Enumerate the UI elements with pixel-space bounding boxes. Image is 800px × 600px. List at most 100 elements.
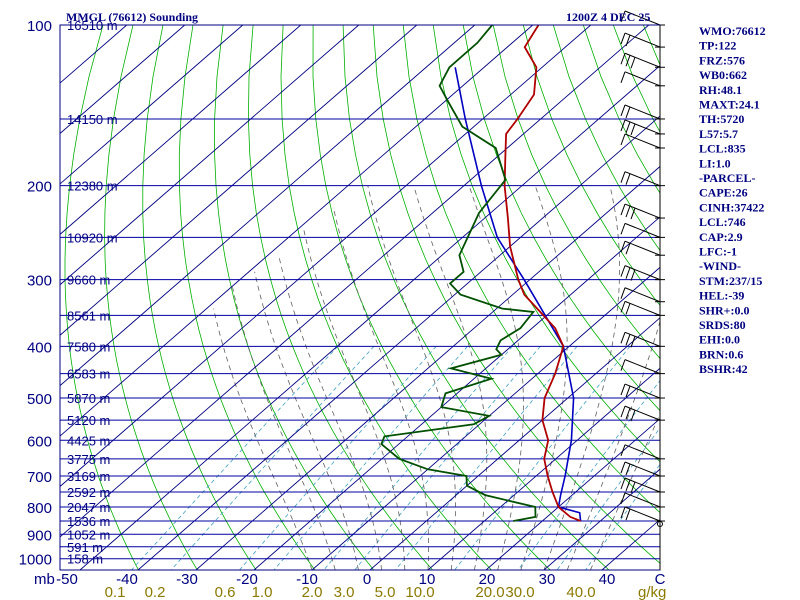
wind-barb-shaft: [624, 265, 661, 281]
dry-adiabat-line: [402, 25, 660, 514]
mixing-ratio-tick-label: 30.0: [505, 584, 534, 600]
wind-barb: [620, 287, 665, 303]
moist-adiabat-line: [254, 271, 359, 570]
pressure-tick-label: 700: [27, 469, 52, 486]
mixing-ratio-tick-label: 0.6: [215, 584, 236, 600]
stat-item: SHR+:0.0: [699, 303, 750, 317]
isotherm-line: [543, 468, 660, 570]
wind-barb-feather: [620, 133, 626, 146]
isotherm-line: [60, 25, 302, 235]
isotherm-line: [427, 367, 660, 570]
temperature-tick-label: -10: [296, 571, 318, 588]
height-label: 2047 m: [67, 500, 110, 515]
stat-item: -WIND-: [699, 259, 741, 273]
wind-barb-feather: [625, 385, 631, 398]
wind-barb: [620, 71, 665, 87]
height-label: 158 m: [67, 552, 103, 567]
pressure-tick-label: 200: [27, 179, 52, 196]
wind-barb-feather: [620, 71, 626, 83]
wind-barb-feather: [625, 303, 631, 315]
height-label: 2592 m: [67, 485, 110, 500]
stat-item: SRDS:80: [699, 318, 746, 332]
moist-adiabat-line: [468, 185, 524, 570]
mixing-ratio-tick-label: 40.0: [566, 584, 595, 600]
isotherm-line: [485, 418, 660, 570]
stat-item: RH:48.1: [699, 83, 742, 97]
isotherm-line: [60, 25, 186, 135]
wind-barb-shaft: [624, 444, 661, 460]
mixing-ratio-line: [454, 346, 631, 570]
wind-barb-feather: [630, 409, 636, 422]
dry-adiabat-line: [492, 25, 660, 360]
pressure-tick-label: 600: [27, 433, 52, 450]
wind-barb-feather: [620, 10, 626, 23]
wind-barb: [620, 171, 665, 187]
temperature-trace-line: [503, 25, 581, 522]
wind-barb-feather: [630, 269, 636, 281]
wind-barb: [620, 492, 665, 508]
dry-adiabat-line: [178, 25, 316, 570]
dry-adiabat-line: [462, 25, 660, 412]
wind-barb-feather: [620, 32, 626, 45]
isotherm-line: [60, 25, 244, 185]
pressure-tick-label: 1000: [19, 552, 52, 569]
wind-barb: [620, 506, 665, 522]
stat-item: WB0:662: [699, 68, 747, 82]
mixing-ratio-tick-label: 5.0: [375, 584, 396, 600]
mixing-ratio-line: [585, 463, 660, 570]
wind-barb-shaft: [624, 383, 661, 399]
wind-barb-feather: [620, 119, 626, 132]
temperature-tick-label: -20: [236, 571, 258, 588]
pressure-unit-label: mb: [34, 571, 55, 588]
wind-barb-feather: [620, 301, 626, 313]
wind-barb-shaft: [624, 203, 661, 219]
mixing-ratio-line: [556, 427, 660, 570]
wind-barb-shaft: [624, 506, 661, 522]
stat-item: CINH:37422: [699, 200, 764, 214]
wind-barb: [620, 32, 665, 48]
temperature-tick-label: -30: [176, 571, 198, 588]
pressure-tick-label: 500: [27, 391, 52, 408]
height-label: 4425 m: [67, 433, 110, 448]
isotherm-line: [195, 165, 660, 570]
dry-adiabat-line: [372, 25, 660, 564]
wind-barb: [620, 359, 665, 375]
stat-item: TP:122: [699, 39, 736, 53]
wind-barb-feather: [620, 241, 626, 253]
wind-barb-feather: [620, 405, 626, 418]
wind-barb-shaft: [624, 477, 661, 493]
wind-barb-feather: [620, 477, 626, 490]
moist-adiabat-line: [590, 413, 660, 570]
moist-adiabat-line: [303, 227, 406, 570]
wind-barb: [620, 300, 665, 316]
temperature-tick-label: 0: [363, 571, 371, 588]
wind-barb-feather: [620, 104, 626, 117]
mixing-ratio-line: [239, 346, 437, 570]
stat-item: L57:5.7: [699, 127, 738, 141]
wind-barb-feather: [620, 506, 626, 519]
wind-barb-feather: [625, 267, 631, 279]
dry-adiabat-line: [104, 25, 198, 570]
wind-barb-shaft: [624, 405, 661, 421]
isotherm-line: [60, 25, 418, 336]
wind-barb-feather: [625, 121, 631, 134]
dewpoint-trace-line: [380, 25, 537, 522]
stat-item: CAPE:26: [699, 186, 748, 200]
isotherm-line: [60, 25, 360, 286]
mixing-ratio-line: [323, 346, 513, 570]
mixing-ratio-tick-label: 0.1: [105, 584, 126, 600]
temperature-tick-label: 40: [599, 571, 616, 588]
wind-barb-feather: [625, 55, 631, 67]
wind-barb-shaft: [624, 104, 661, 120]
wind-barb-feather: [625, 407, 631, 420]
moist-adiabat-line: [333, 207, 430, 570]
moist-adiabat-line: [520, 185, 568, 570]
stat-item: CAP:2.9: [699, 230, 743, 244]
station-title: MMGL (76612) Sounding: [66, 10, 198, 24]
height-label: 10920 m: [67, 230, 118, 245]
moist-adiabat-line: [213, 308, 313, 570]
isotherm-line: [253, 216, 660, 570]
moist-adiabat-line: [367, 185, 456, 570]
wind-barb-shaft: [624, 171, 661, 187]
wind-barb-feather: [630, 336, 636, 348]
